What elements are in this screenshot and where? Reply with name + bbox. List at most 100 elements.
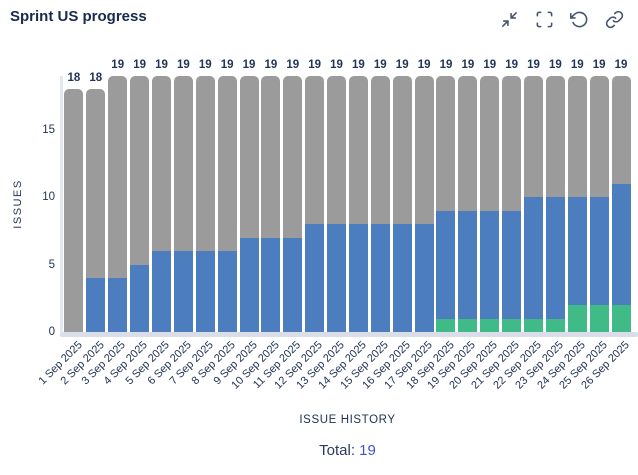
stacked-bar[interactable] xyxy=(370,76,390,332)
bar-segment-blue[interactable] xyxy=(611,183,631,306)
bar-segment-gray[interactable] xyxy=(370,76,390,225)
bar-segment-blue[interactable] xyxy=(348,224,368,332)
refresh-icon[interactable] xyxy=(570,10,589,29)
bar-segment-green[interactable] xyxy=(589,305,609,332)
bar-segment-blue[interactable] xyxy=(458,210,478,319)
stacked-bar[interactable] xyxy=(173,76,193,332)
bar-segment-blue[interactable] xyxy=(327,224,347,332)
stacked-bar[interactable] xyxy=(414,76,434,332)
stacked-bar[interactable] xyxy=(327,76,347,332)
bar-segment-green[interactable] xyxy=(480,318,500,332)
bar-segment-blue[interactable] xyxy=(436,210,456,319)
bar-total-label: 19 xyxy=(198,59,212,71)
bar-segment-blue[interactable] xyxy=(305,224,325,332)
bar-total-label: 19 xyxy=(439,59,453,71)
bar-segment-blue[interactable] xyxy=(370,224,390,332)
bar-segment-blue[interactable] xyxy=(283,237,303,332)
bar-segment-gray[interactable] xyxy=(458,76,478,211)
bar-total-label: 19 xyxy=(308,59,322,71)
bar-segment-blue[interactable] xyxy=(195,251,215,332)
stacked-bar[interactable] xyxy=(458,76,478,332)
stacked-bar[interactable] xyxy=(239,76,259,332)
bar-segment-gray[interactable] xyxy=(611,76,631,184)
bar-segment-blue[interactable] xyxy=(414,224,434,332)
bar-segment-green[interactable] xyxy=(545,318,565,332)
bar-segment-gray[interactable] xyxy=(567,76,587,198)
bar-segment-blue[interactable] xyxy=(86,278,106,332)
bar-segment-gray[interactable] xyxy=(327,76,347,225)
bar-segment-blue[interactable] xyxy=(502,210,522,319)
stacked-bar[interactable] xyxy=(151,76,171,332)
bar-segment-green[interactable] xyxy=(567,305,587,332)
bar-segment-gray[interactable] xyxy=(392,76,412,225)
stacked-bar[interactable] xyxy=(64,89,84,332)
stacked-bar[interactable] xyxy=(108,76,128,332)
bar-segment-gray[interactable] xyxy=(480,76,500,211)
stacked-bar[interactable] xyxy=(217,76,237,332)
stacked-bar[interactable] xyxy=(567,76,587,332)
bar-segment-gray[interactable] xyxy=(173,76,193,252)
total-value[interactable]: 19 xyxy=(359,442,376,459)
bar-segment-blue[interactable] xyxy=(480,210,500,319)
bar-total-label: 19 xyxy=(242,59,256,71)
stacked-bar[interactable] xyxy=(348,76,368,332)
bar-segment-green[interactable] xyxy=(524,318,544,332)
bar-segment-gray[interactable] xyxy=(86,89,106,279)
bar-segment-gray[interactable] xyxy=(217,76,237,252)
fullscreen-icon[interactable] xyxy=(535,10,554,29)
stacked-bar[interactable] xyxy=(502,76,522,332)
stacked-bar[interactable] xyxy=(283,76,303,332)
bar-segment-blue[interactable] xyxy=(173,251,193,332)
stacked-bar[interactable] xyxy=(392,76,412,332)
bar-segment-gray[interactable] xyxy=(261,76,281,238)
stacked-bar[interactable] xyxy=(589,76,609,332)
bar-segment-gray[interactable] xyxy=(195,76,215,252)
bar-segment-gray[interactable] xyxy=(436,76,456,211)
bar-segment-blue[interactable] xyxy=(239,237,259,332)
stacked-bar[interactable] xyxy=(195,76,215,332)
bar-segment-green[interactable] xyxy=(502,318,522,332)
collapse-icon[interactable] xyxy=(500,10,519,29)
bar-segment-gray[interactable] xyxy=(414,76,434,225)
bar-segment-blue[interactable] xyxy=(589,197,609,306)
bar-segment-green[interactable] xyxy=(611,305,631,332)
bar-segment-blue[interactable] xyxy=(524,197,544,319)
bar-segment-blue[interactable] xyxy=(130,264,150,332)
stacked-bar[interactable] xyxy=(305,76,325,332)
bar-segment-gray[interactable] xyxy=(108,76,128,279)
bar-total-label: 19 xyxy=(395,59,409,71)
bar-segment-gray[interactable] xyxy=(239,76,259,238)
bar-segment-blue[interactable] xyxy=(151,251,171,332)
bar-total-label: 19 xyxy=(614,59,628,71)
bar-segment-gray[interactable] xyxy=(502,76,522,211)
bar-total-label: 19 xyxy=(483,59,497,71)
stacked-bar[interactable] xyxy=(524,76,544,332)
bar-segment-gray[interactable] xyxy=(64,89,84,332)
stacked-bar[interactable] xyxy=(130,76,150,332)
bar-segment-gray[interactable] xyxy=(130,76,150,265)
stacked-bar[interactable] xyxy=(86,89,106,332)
bar-segment-blue[interactable] xyxy=(567,197,587,306)
bar-segment-gray[interactable] xyxy=(151,76,171,252)
bar-segment-gray[interactable] xyxy=(305,76,325,225)
stacked-bar[interactable] xyxy=(611,76,631,332)
stacked-bar[interactable] xyxy=(261,76,281,332)
bar-segment-blue[interactable] xyxy=(217,251,237,332)
stacked-bar[interactable] xyxy=(545,76,565,332)
bar-segment-gray[interactable] xyxy=(524,76,544,198)
bar-segment-gray[interactable] xyxy=(283,76,303,238)
bar-segment-blue[interactable] xyxy=(108,278,128,332)
bar-segment-green[interactable] xyxy=(458,318,478,332)
bar-segment-blue[interactable] xyxy=(392,224,412,332)
bar-segment-green[interactable] xyxy=(436,318,456,332)
bar-segment-blue[interactable] xyxy=(261,237,281,332)
x-axis-title: ISSUE HISTORY xyxy=(299,414,396,426)
stacked-bar[interactable] xyxy=(436,76,456,332)
bar-segment-gray[interactable] xyxy=(589,76,609,198)
bar-segment-blue[interactable] xyxy=(545,197,565,319)
link-icon[interactable] xyxy=(605,10,624,29)
bar-segment-gray[interactable] xyxy=(545,76,565,198)
bar-segment-gray[interactable] xyxy=(348,76,368,225)
stacked-bar[interactable] xyxy=(480,76,500,332)
